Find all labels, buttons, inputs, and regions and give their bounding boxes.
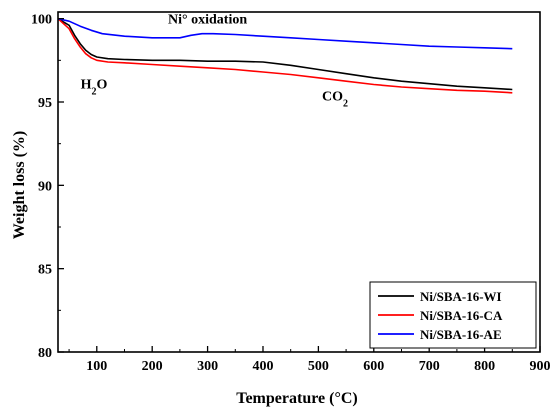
legend: Ni/SBA-16-WI Ni/SBA-16-CA Ni/SBA-16-AE [369, 281, 537, 349]
legend-label-1: Ni/SBA-16-WI [420, 289, 502, 304]
annotations-layer: Ni° oxidation H2O CO2 [81, 13, 348, 109]
y-axis-label: Weight loss (%) [11, 131, 28, 239]
axes-layer: 100 200 300 400 500 600 700 800 900 80 85 90 95 100 [31, 11, 551, 374]
y-tick-label: 100 [31, 13, 52, 28]
legend-label-2: Ni/SBA-16-CA [420, 308, 503, 323]
x-tick-label: 800 [474, 359, 495, 374]
x-tick-label: 100 [86, 359, 107, 374]
series-line-2 [57, 18, 513, 94]
plot-frame [57, 11, 541, 353]
x-tick-label: 200 [142, 359, 163, 374]
x-tick-label: 600 [363, 359, 384, 374]
x-tick-label: 700 [419, 359, 440, 374]
series-layer [57, 17, 513, 94]
y-tick-label: 95 [38, 96, 52, 111]
y-tick-label: 80 [38, 346, 52, 361]
x-tick-label: 300 [197, 359, 218, 374]
annotation-2: H2O [81, 78, 108, 98]
series-line-1 [57, 18, 513, 91]
x-tick-label: 400 [252, 359, 273, 374]
series-line-3 [57, 17, 513, 50]
x-tick-label: 900 [530, 359, 551, 374]
annotation-3: CO2 [322, 89, 348, 109]
y-tick-label: 90 [38, 179, 52, 194]
x-tick-label: 500 [308, 359, 329, 374]
annotation-1: Ni° oxidation [168, 13, 247, 28]
legend-label-3: Ni/SBA-16-AE [420, 327, 502, 342]
x-axis-label: Temperature (°C) [236, 390, 357, 407]
y-tick-label: 85 [38, 263, 52, 278]
